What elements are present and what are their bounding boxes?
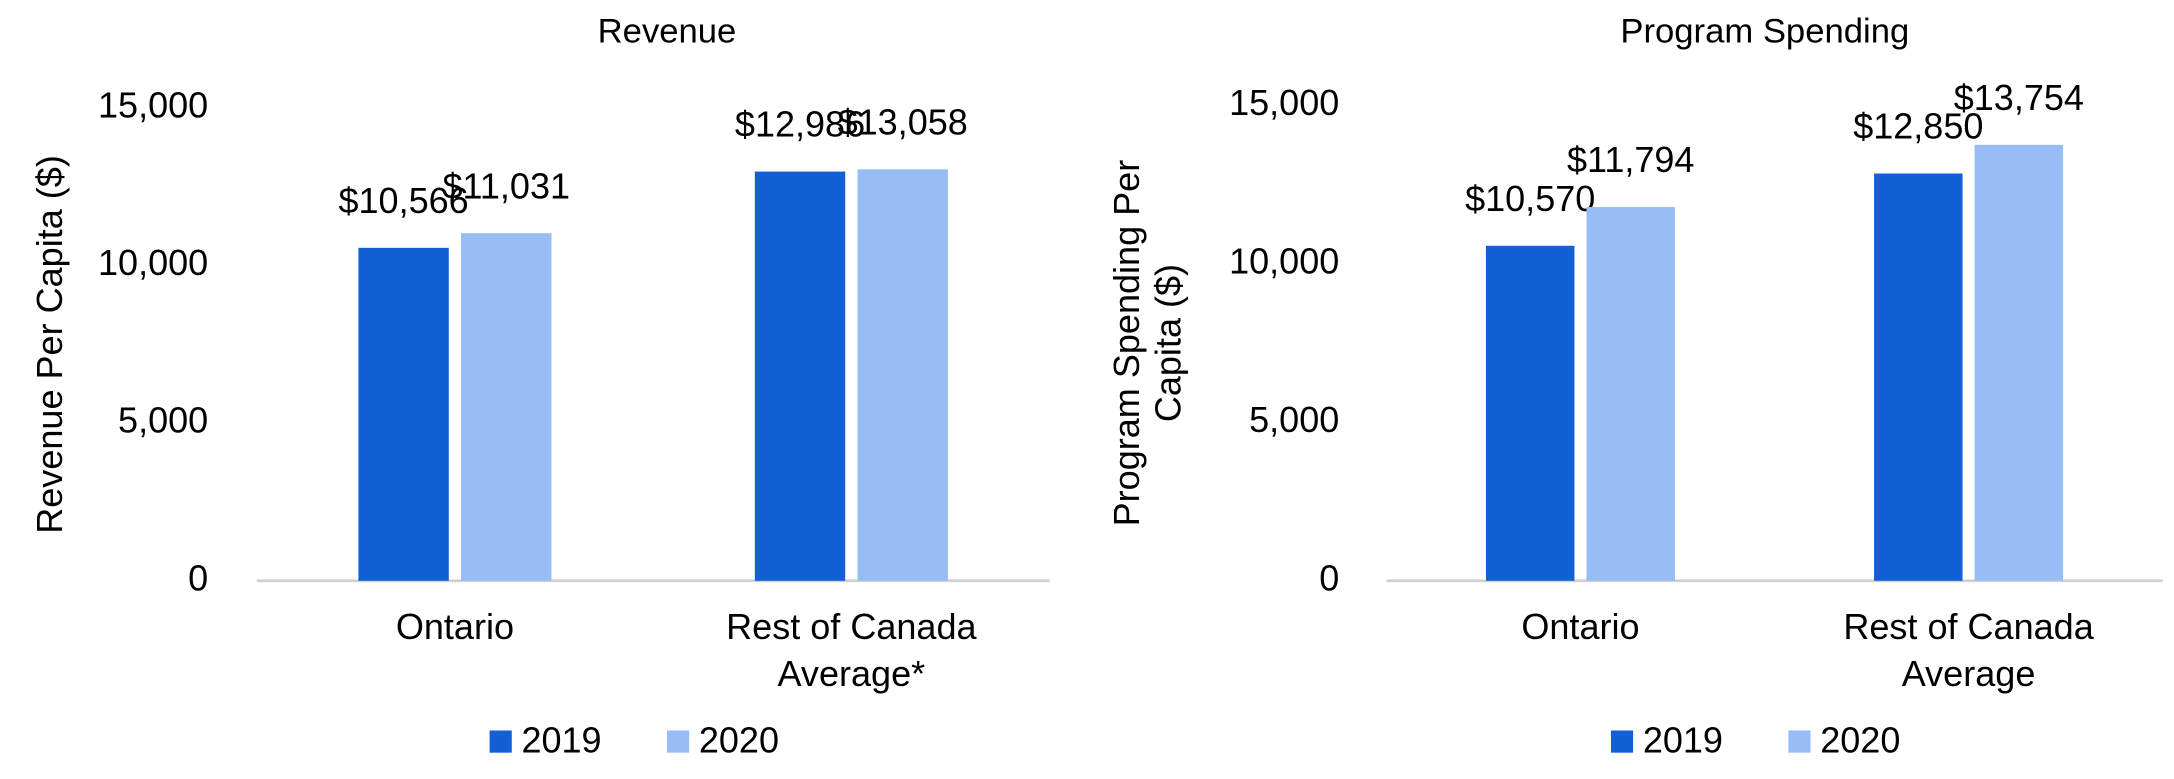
y-tick-label: 0 xyxy=(1319,557,1339,598)
bar xyxy=(1485,245,1575,581)
legend-swatch xyxy=(489,730,512,753)
value-label: $10,570 xyxy=(1465,178,1595,219)
y-tick-label: 10,000 xyxy=(1229,240,1339,281)
y-tick-label: 0 xyxy=(188,557,208,598)
x-tick-label-box: Rest of Canada Average xyxy=(1843,605,2094,695)
legend-label: 2019 xyxy=(521,719,601,760)
value-label: $10,566 xyxy=(338,180,468,221)
y-tick-label: 5,000 xyxy=(1249,399,1339,440)
value-label: $11,031 xyxy=(443,165,571,206)
value-label: $12,986 xyxy=(735,104,865,145)
legend-swatch xyxy=(667,730,690,753)
bar xyxy=(754,171,846,581)
legend-label: 2020 xyxy=(699,719,779,760)
value-label: $13,058 xyxy=(838,101,968,142)
legend-label: 2019 xyxy=(1643,719,1723,760)
y-tick-label: 5,000 xyxy=(118,400,208,441)
y-tick-label: 15,000 xyxy=(98,85,208,126)
bar xyxy=(1974,144,2064,581)
value-label: $11,794 xyxy=(1567,139,1695,180)
bar xyxy=(1586,206,1675,581)
chart-title: Revenue xyxy=(598,12,737,50)
x-tick-label: Ontario xyxy=(1521,605,1640,648)
y-axis-label-box: Program Spending Per Capita ($) xyxy=(1105,159,1189,527)
x-tick-label-box: Ontario xyxy=(1521,605,1640,648)
x-tick-label-box: Ontario xyxy=(395,605,515,648)
bar xyxy=(461,233,552,581)
y-tick-label: 10,000 xyxy=(98,242,208,283)
bar xyxy=(857,169,948,581)
y-axis-label: Revenue Per Capita ($) xyxy=(28,155,70,534)
value-label: $13,754 xyxy=(1954,77,2084,118)
x-tick-label: Rest of Canada Average xyxy=(1843,605,2094,695)
y-tick-label: 15,000 xyxy=(1229,82,1339,123)
legend-swatch xyxy=(1788,730,1811,753)
chart-title: Program Spending xyxy=(1620,12,1909,50)
y-axis-label-box: Revenue Per Capita ($) xyxy=(28,155,70,534)
y-axis-label: Program Spending Per Capita ($) xyxy=(1105,159,1189,527)
x-tick-label: Ontario xyxy=(395,605,515,648)
bar xyxy=(358,247,449,581)
legend-swatch xyxy=(1610,730,1634,753)
bar xyxy=(1874,173,1963,581)
x-tick-label-box: Rest of Canada Average* xyxy=(726,605,977,695)
value-label: $12,850 xyxy=(1853,106,1983,147)
x-tick-label: Rest of Canada Average* xyxy=(726,605,977,695)
legend-label: 2020 xyxy=(1820,719,1900,760)
